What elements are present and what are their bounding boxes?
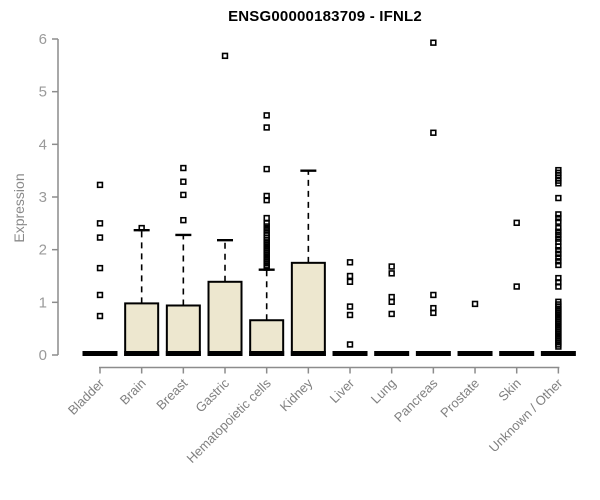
outlier-marker [96, 220, 104, 227]
median-bar [374, 351, 410, 356]
outlier-marker [346, 303, 354, 310]
box-brain: Brain [117, 224, 160, 408]
y-tick-label: 0 [39, 347, 47, 364]
outlier-marker [96, 181, 104, 189]
chart-title: ENSG00000183709 - IFNL2 [228, 8, 422, 25]
median-bar [207, 351, 243, 356]
box-prostate: Prostate [437, 300, 493, 421]
outlier-marker [555, 194, 562, 202]
outlier-marker [430, 129, 437, 136]
outlier-marker [180, 178, 187, 185]
outlier-marker [555, 246, 562, 254]
median-bar [415, 351, 451, 356]
outlier-marker [346, 272, 354, 280]
category-label: Kidney [277, 375, 316, 414]
median-bar [540, 351, 576, 356]
box-lung: Lung [368, 263, 410, 407]
outlier-marker [471, 300, 479, 308]
outlier-marker [555, 261, 562, 269]
outlier-marker [555, 250, 562, 258]
outlier-marker [388, 270, 395, 277]
category-label: Pancreas [391, 375, 441, 425]
box-skin: Skin [495, 219, 535, 404]
outlier-marker [221, 52, 229, 60]
outlier-marker [346, 341, 354, 348]
category-label: Unknown / Other [486, 375, 566, 455]
outlier-marker [96, 264, 104, 272]
outlier-marker [430, 39, 437, 46]
category-label: Liver [327, 375, 358, 406]
outlier-marker [513, 219, 520, 227]
outlier-marker [555, 224, 562, 232]
median-bar [457, 351, 493, 356]
outlier-marker [555, 211, 562, 218]
category-label: Bladder [65, 375, 108, 418]
outlier-marker [555, 258, 562, 265]
outlier-marker [138, 224, 145, 232]
y-tick-label: 3 [39, 189, 47, 206]
box-rect [207, 280, 243, 356]
outlier-marker [555, 274, 562, 282]
outlier-marker [430, 304, 437, 312]
box-gastric: Gastric [192, 52, 243, 415]
box-rect [249, 319, 285, 356]
outlier-marker [346, 259, 354, 266]
median-bar [290, 351, 326, 356]
outlier-marker [430, 291, 437, 299]
box-liver: Liver [327, 259, 368, 406]
category-label: Gastric [192, 375, 232, 415]
y-tick-label: 5 [39, 84, 47, 101]
outlier-marker [555, 235, 562, 242]
outlier-marker [513, 283, 520, 290]
y-tick-label: 2 [39, 242, 47, 259]
outlier-marker [180, 216, 187, 224]
category-label: Brain [117, 376, 149, 408]
median-bar [82, 351, 118, 356]
outlier-marker [263, 214, 270, 222]
median-bar [332, 351, 368, 356]
outlier-marker [96, 291, 104, 299]
outlier-marker [555, 214, 562, 222]
outlier-marker [555, 298, 562, 306]
outlier-marker [263, 124, 270, 131]
outlier-marker [180, 191, 187, 199]
y-tick-label: 6 [39, 31, 47, 48]
outlier-marker [96, 234, 104, 241]
outlier-marker [555, 228, 562, 235]
category-label: Skin [495, 376, 523, 404]
outlier-marker [346, 311, 354, 319]
category-label: Prostate [437, 376, 482, 421]
median-bar [165, 351, 201, 356]
outlier-marker [388, 293, 395, 301]
outlier-marker [555, 218, 562, 225]
median-bar [249, 351, 285, 356]
category-label: Lung [368, 376, 399, 407]
median-bar [124, 351, 160, 356]
outlier-marker [555, 166, 562, 174]
box-bladder: Bladder [65, 181, 118, 418]
category-label: Breast [153, 375, 190, 412]
median-bar [499, 351, 535, 356]
box-breast: Breast [153, 164, 201, 413]
outlier-marker [388, 263, 395, 270]
outlier-marker [96, 312, 104, 320]
box-rect [124, 302, 160, 356]
outlier-marker [263, 192, 270, 200]
outlier-marker [555, 254, 562, 261]
box-unknown-other: Unknown / Other [486, 166, 576, 455]
y-axis-label: Expression [11, 173, 27, 243]
y-tick-label: 1 [39, 294, 47, 311]
box-kidney: Kidney [277, 169, 326, 414]
outlier-marker [180, 164, 187, 172]
box-rect [165, 304, 201, 357]
box-rect [290, 261, 326, 357]
y-tick-label: 4 [39, 136, 47, 153]
outlier-marker [263, 112, 270, 119]
outlier-marker [388, 310, 395, 318]
outlier-marker [263, 165, 270, 173]
outlier-marker [346, 278, 354, 285]
